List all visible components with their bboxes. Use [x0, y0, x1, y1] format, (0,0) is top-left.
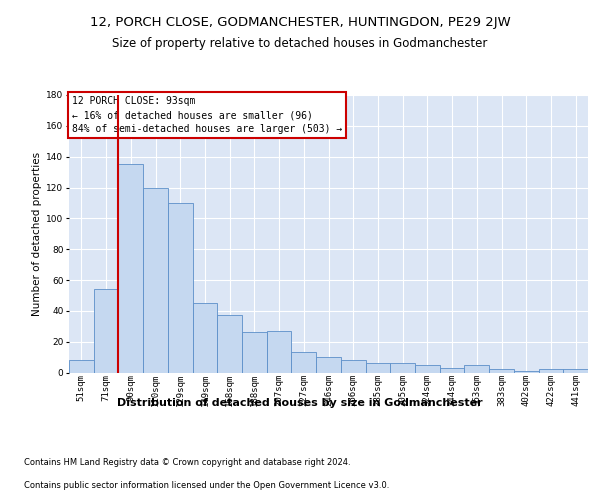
Bar	[464, 365, 489, 372]
Text: Size of property relative to detached houses in Godmanchester: Size of property relative to detached ho…	[112, 38, 488, 51]
Text: 12, PORCH CLOSE, GODMANCHESTER, HUNTINGDON, PE29 2JW: 12, PORCH CLOSE, GODMANCHESTER, HUNTINGD…	[89, 16, 511, 29]
Bar	[563, 370, 588, 372]
Bar	[539, 370, 563, 372]
Text: Contains HM Land Registry data © Crown copyright and database right 2024.: Contains HM Land Registry data © Crown c…	[24, 458, 350, 467]
Text: Contains public sector information licensed under the Open Government Licence v3: Contains public sector information licen…	[24, 482, 389, 490]
Bar	[316, 357, 341, 372]
Bar	[118, 164, 143, 372]
Bar	[242, 332, 267, 372]
Y-axis label: Number of detached properties: Number of detached properties	[32, 152, 42, 316]
Bar	[217, 316, 242, 372]
Bar	[69, 360, 94, 372]
Bar	[365, 363, 390, 372]
Bar	[514, 371, 539, 372]
Text: Distribution of detached houses by size in Godmanchester: Distribution of detached houses by size …	[117, 398, 483, 407]
Bar	[168, 203, 193, 372]
Bar	[292, 352, 316, 372]
Bar	[489, 370, 514, 372]
Bar	[193, 303, 217, 372]
Text: 12 PORCH CLOSE: 93sqm
← 16% of detached houses are smaller (96)
84% of semi-deta: 12 PORCH CLOSE: 93sqm ← 16% of detached …	[71, 96, 342, 134]
Bar	[390, 363, 415, 372]
Bar	[440, 368, 464, 372]
Bar	[267, 331, 292, 372]
Bar	[143, 188, 168, 372]
Bar	[415, 365, 440, 372]
Bar	[341, 360, 365, 372]
Bar	[94, 289, 118, 372]
